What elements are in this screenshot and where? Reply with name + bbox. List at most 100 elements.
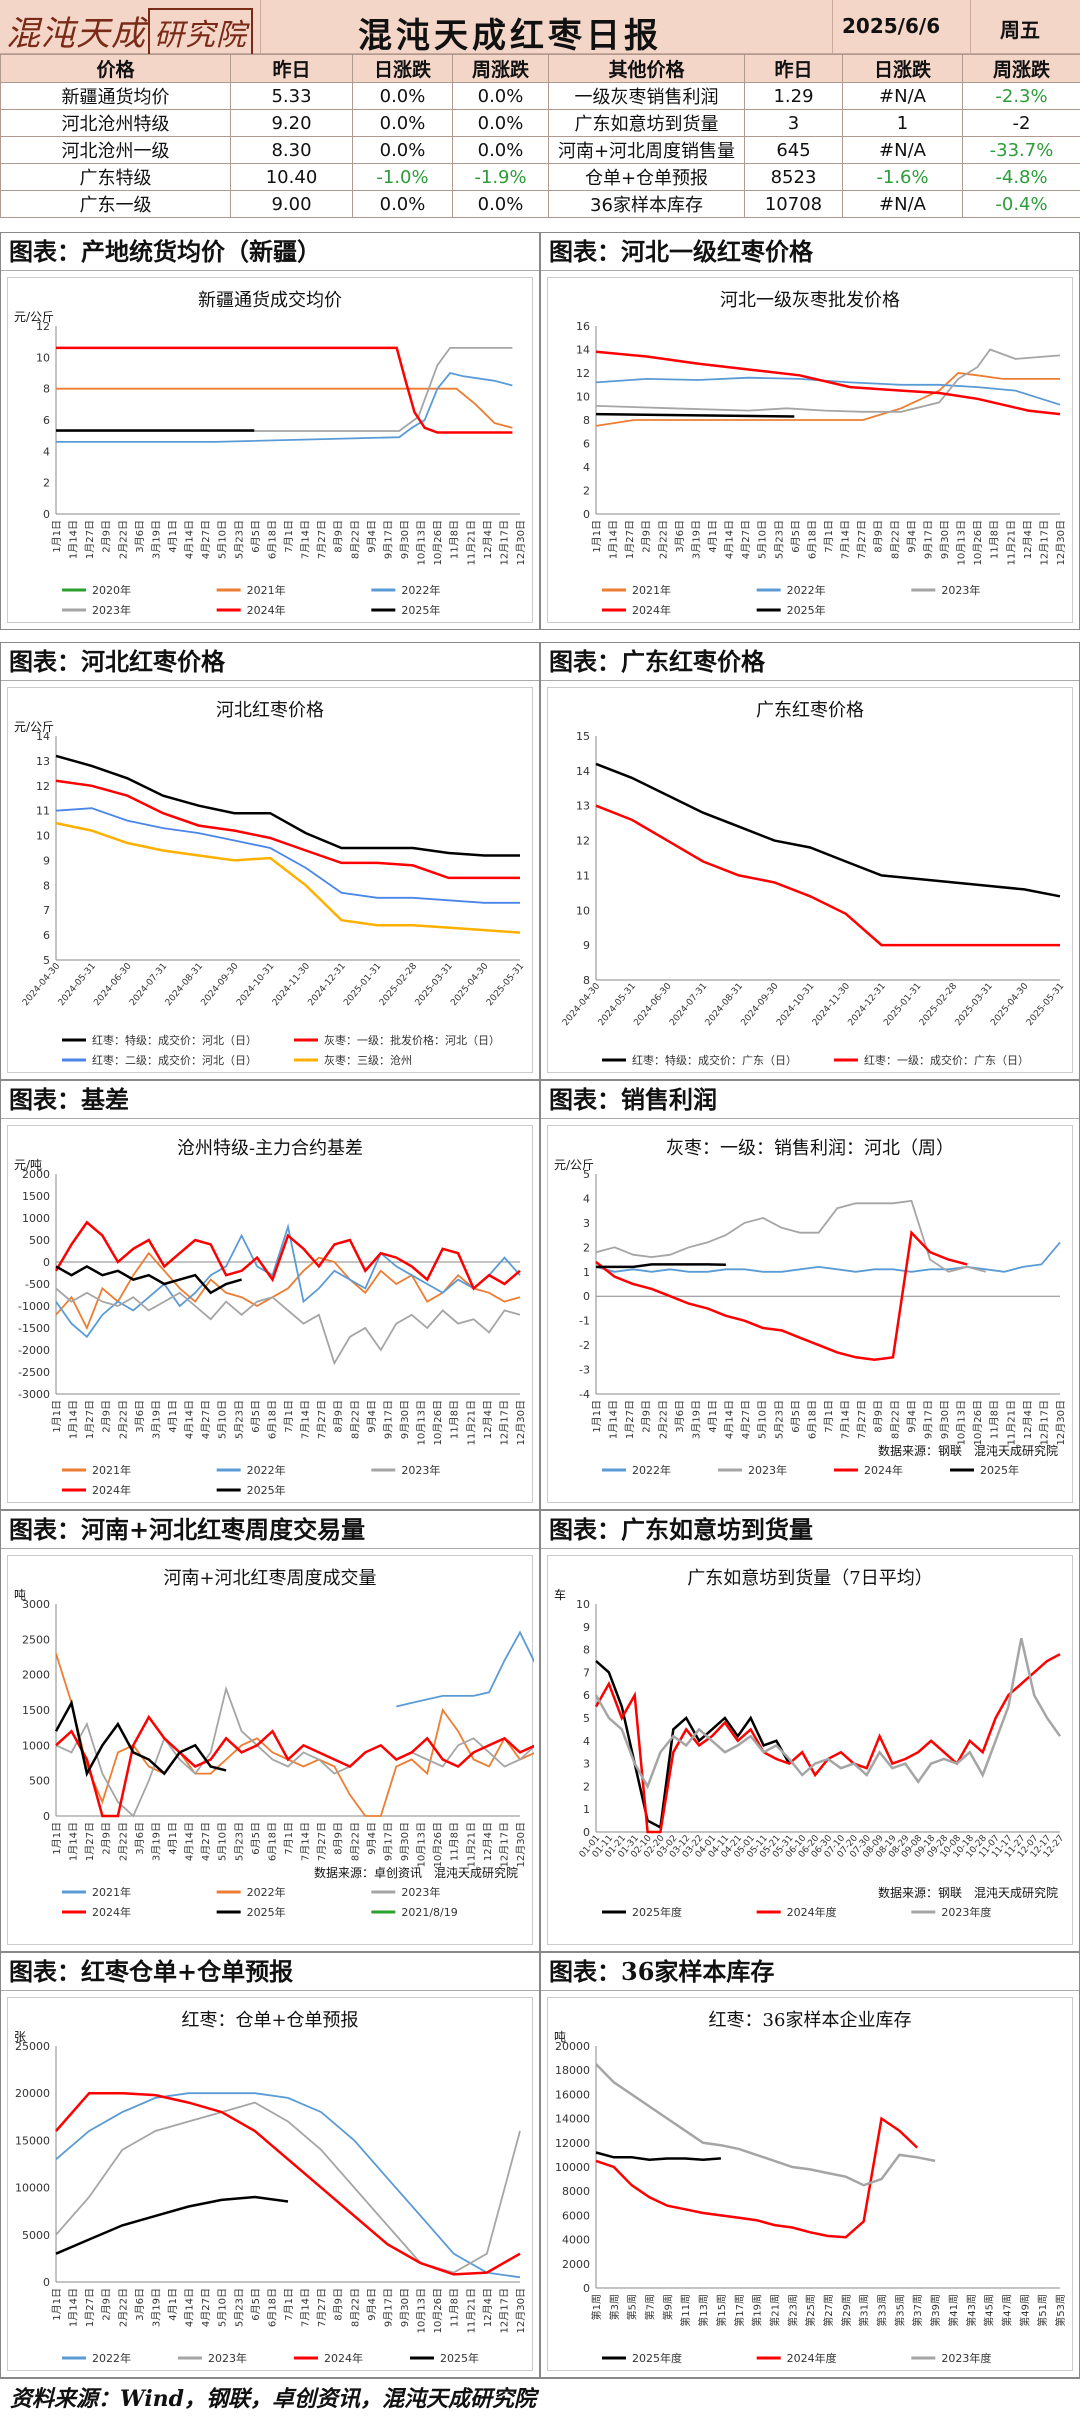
x-tick-label: 11月8日	[989, 520, 1001, 559]
series-line	[56, 2197, 288, 2254]
x-tick-label: 5月23日	[773, 1400, 785, 1439]
y-tick-label: -3000	[18, 1388, 50, 1401]
legend-label: 2021年	[92, 1463, 131, 1477]
x-tick-label: 第19周	[751, 2294, 764, 2327]
table-header-cell: 日涨跌	[353, 55, 453, 83]
panel-header: 图表：河北一级红枣价格	[541, 233, 1079, 271]
x-tick-label: 12月30日	[515, 520, 527, 565]
series-line	[56, 348, 512, 433]
x-tick-label: 9月17日	[922, 1400, 934, 1439]
x-tick-label: 8月22日	[349, 520, 361, 559]
x-tick-label: 1月1日	[591, 520, 603, 553]
legend-label: 2024年	[92, 1483, 131, 1497]
x-tick-label: 6月5日	[790, 520, 802, 553]
x-tick-label: 12月30日	[515, 1822, 527, 1867]
x-tick-label: 2月22日	[117, 1822, 129, 1861]
x-tick-label: 7月1日	[823, 1400, 835, 1433]
x-tick-label: 7月27日	[856, 520, 868, 559]
x-tick-label: 4月27日	[200, 1822, 212, 1861]
x-tick-label: 12月17日	[498, 2288, 510, 2333]
table-header-cell: 昨日	[745, 55, 843, 83]
legend-label: 2023年	[941, 583, 980, 597]
y-tick-label: 2	[43, 477, 50, 490]
legend-label: 2025年	[440, 2351, 479, 2365]
x-tick-label: 1月14日	[608, 520, 620, 559]
x-tick-label: 第43周	[965, 2294, 978, 2327]
x-tick-label: 9月17日	[382, 1400, 394, 1439]
y-tick-label: 4	[583, 1192, 590, 1205]
x-tick-label: 第9周	[661, 2294, 674, 2320]
y-tick-label: 9	[583, 939, 590, 952]
table-cell: 3	[745, 110, 843, 137]
series-line	[596, 2119, 917, 2238]
table-cell: 0.0%	[453, 110, 549, 137]
y-tick-label: 4	[43, 445, 50, 458]
x-tick-label: 6月5日	[250, 2288, 262, 2321]
x-tick-label: 7月14日	[300, 1822, 312, 1861]
x-tick-label: 2月9日	[101, 1822, 113, 1855]
y-tick-label: 2	[583, 485, 590, 498]
x-tick-label: 5月10日	[217, 1822, 229, 1861]
x-tick-label: 11月8日	[449, 2288, 461, 2327]
x-tick-label: 6月18日	[266, 1400, 278, 1439]
y-tick-label: 6	[583, 1689, 590, 1702]
y-tick-label: 15	[576, 730, 590, 743]
x-tick-label: 第39周	[929, 2294, 942, 2327]
x-tick-label: 7月14日	[300, 1400, 312, 1439]
legend-label: 2020年	[92, 583, 131, 597]
y-tick-label: 4	[583, 461, 590, 474]
legend-label: 2025年	[247, 1905, 286, 1919]
table-cell: 河北沧州特级	[1, 110, 231, 137]
table-cell: #N/A	[843, 137, 963, 164]
legend-label: 2025年度	[632, 2351, 682, 2365]
y-tick-label: 0	[583, 508, 590, 521]
x-tick-label: 5月10日	[757, 1400, 769, 1439]
table-cell: 0.0%	[353, 110, 453, 137]
y-tick-label: 2500	[22, 1633, 50, 1646]
y-tick-label: 11	[576, 869, 590, 882]
y-tick-label: -2500	[18, 1366, 50, 1379]
x-tick-label: 1月27日	[624, 1400, 636, 1439]
table-header-row: 价格昨日日涨跌周涨跌其他价格昨日日涨跌周涨跌	[1, 55, 1080, 83]
series-line	[56, 1222, 520, 1288]
x-tick-label: 第49周	[1018, 2294, 1031, 2327]
x-tick-label: 4月14日	[184, 2288, 196, 2327]
table-cell: 36家样本库存	[549, 191, 745, 218]
x-tick-label: 7月27日	[856, 1400, 868, 1439]
x-tick-label: 11月8日	[449, 1400, 461, 1439]
x-tick-label: 2月9日	[101, 2288, 113, 2321]
y-tick-label: 1000	[22, 1739, 50, 1752]
x-tick-label: 9月4日	[906, 520, 918, 553]
y-tick-label: 12000	[555, 2137, 590, 2150]
x-tick-label: 4月27日	[200, 2288, 212, 2327]
y-tick-label: 6000	[562, 2209, 590, 2222]
x-tick-label: 9月4日	[366, 2288, 378, 2321]
x-tick-label: 6月18日	[266, 520, 278, 559]
x-tick-label: 5月23日	[773, 520, 785, 559]
x-tick-label: 12月30日	[1055, 520, 1067, 565]
y-tick-label: 7	[43, 904, 50, 917]
x-tick-label: 4月1日	[167, 2288, 179, 2321]
x-tick-label: 5月10日	[217, 2288, 229, 2327]
y-tick-label: 9	[583, 1621, 590, 1634]
y-tick-label: 0	[583, 1826, 590, 1839]
x-tick-label: 5月23日	[233, 2288, 245, 2327]
x-tick-label: 2025-05-31	[485, 962, 526, 1009]
x-tick-label: 9月17日	[382, 1822, 394, 1861]
x-tick-label: 1月1日	[51, 1400, 63, 1433]
legend-label: 2022年	[401, 583, 440, 597]
y-tick-label: 20000	[15, 2087, 50, 2100]
y-tick-label: 1500	[22, 1190, 50, 1203]
table-cell: 广东如意坊到货量	[549, 110, 745, 137]
y-tick-label: 500	[29, 1775, 50, 1788]
x-tick-label: 9月30日	[939, 520, 951, 559]
x-tick-label: 1月1日	[51, 1822, 63, 1855]
y-tick-label: 10000	[555, 2161, 590, 2174]
series-line	[596, 806, 1060, 945]
